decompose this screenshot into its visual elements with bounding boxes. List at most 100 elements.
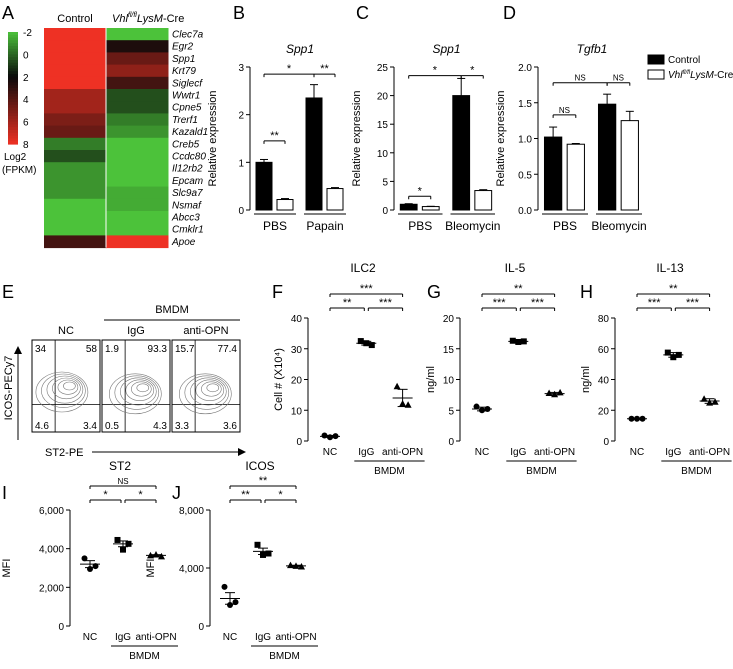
data-point <box>125 540 132 547</box>
y-tick-label: 40 <box>291 314 303 325</box>
y-tick-label: 8,000 <box>179 506 204 517</box>
colorbar-segment <box>8 40 18 44</box>
bar <box>597 103 617 211</box>
data-point <box>711 398 719 405</box>
sig-pbs-papain-label: * <box>287 63 292 75</box>
y-tick-label: 0.0 <box>518 206 532 217</box>
contour-ring <box>184 375 230 410</box>
colorbar-segment <box>8 65 18 69</box>
y-tick-label: 20 <box>443 314 455 325</box>
chart-title: IL-5 <box>505 261 526 275</box>
y-axis-label: Cell # (X10⁴) <box>273 348 285 411</box>
y-tick-label: 0 <box>448 437 454 448</box>
heatmap-row-label: Krt79 <box>172 66 196 77</box>
y-tick-label: 15 <box>443 345 455 356</box>
x-axis-arrowhead <box>238 448 246 456</box>
colorbar-segment <box>8 34 18 39</box>
y-tick-label: 10 <box>443 376 455 387</box>
bar <box>543 136 563 211</box>
heatmap-cell <box>44 40 107 53</box>
sig-pbs-bleomycin-label: NS <box>575 74 586 83</box>
y-tick-label: 20 <box>598 406 610 417</box>
colorbar-segment <box>8 118 18 123</box>
contour-ring <box>120 377 157 406</box>
x-tick-label: anti-OPN <box>135 632 176 643</box>
sig-nc-antiopn-label: *** <box>360 283 374 295</box>
x-tick-label: anti-OPN <box>534 447 575 458</box>
quadrant-value-upper-left: 1.9 <box>105 344 119 355</box>
heatmap-column-label-vhl: Vhlfl/flLysM-Cre <box>112 12 184 25</box>
heatmap-cell <box>106 211 169 224</box>
heatmap-cell <box>44 89 107 102</box>
panel-label-a: A <box>2 3 14 23</box>
data-point <box>158 552 165 560</box>
sig-pbs-label: NS <box>559 106 570 115</box>
sig-pbs-label: * <box>418 185 423 197</box>
quadrant-value-upper-left: 34 <box>35 344 47 355</box>
colorbar-segment <box>8 32 18 36</box>
colorbar-segment <box>8 57 18 61</box>
data-point <box>114 536 121 543</box>
data-point <box>260 551 266 558</box>
x-tick-label: IgG <box>255 632 271 643</box>
heatmap-cell <box>44 174 107 188</box>
chart-title: ST2 <box>109 459 131 473</box>
data-point <box>509 337 516 344</box>
sig-papain-label: ** <box>320 63 329 75</box>
heatmap-row-label: Siglecf <box>172 78 203 89</box>
legend-swatch-vhl <box>647 69 665 80</box>
heatmap-row-label: Wwtr1 <box>172 91 200 102</box>
bar <box>421 206 440 211</box>
data-point <box>479 407 485 414</box>
bmdm-label: BMDM <box>681 466 712 477</box>
chart-title: ILC2 <box>350 261 376 275</box>
bmdm-label: BMDM <box>374 466 405 477</box>
panel-label-c: C <box>356 3 369 23</box>
heatmap-cell <box>106 174 169 188</box>
heatmap-row-label: Spp1 <box>172 54 195 65</box>
heatmap-cell <box>44 52 107 66</box>
y-tick-label: 1.5 <box>518 99 532 110</box>
bmdm-label: BMDM <box>526 466 557 477</box>
colorbar-segment <box>8 68 18 72</box>
y-tick-label: 2,000 <box>39 583 64 594</box>
sig-nc-igg-label: ** <box>241 489 250 501</box>
contour-ring <box>206 383 220 393</box>
heatmap-cell <box>106 186 169 200</box>
quadrant-value-upper-right: 77.4 <box>218 344 238 355</box>
quadrant-value-upper-right: 93.3 <box>148 344 168 355</box>
sig-igg-antiopn-label: *** <box>531 297 545 309</box>
colorbar-tick-label: 2 <box>23 73 29 84</box>
heatmap-cell <box>106 101 169 114</box>
panel-label-e: E <box>2 282 14 302</box>
sig-nc-antiopn-label: ** <box>669 283 678 295</box>
sig-nc-antiopn-label: NS <box>117 477 128 486</box>
x-tick-label: IgG <box>665 447 681 458</box>
heatmap-cell <box>106 52 169 66</box>
chart-title: Spp1 <box>286 42 314 56</box>
data-point <box>363 340 370 347</box>
heatmap-cell <box>44 28 107 41</box>
colorbar-segment <box>8 43 18 47</box>
heatmap-row-label: Ccdc80 <box>172 152 206 163</box>
colorbar-tick-label: 6 <box>23 118 29 129</box>
heatmap-row-label: Cpne5 <box>172 103 202 114</box>
x-tick-label: NC <box>83 632 97 643</box>
sig-igg-antiopn-label: *** <box>686 297 700 309</box>
sig-nc-igg-label: *** <box>493 297 507 309</box>
colorbar-segment <box>8 82 18 86</box>
panel-a-heatmap: Control Vhlfl/flLysM-Cre Clec7aEgr2Spp1Krt… <box>2 12 208 249</box>
data-point <box>152 550 160 558</box>
data-point <box>520 338 527 345</box>
data-point <box>254 541 261 548</box>
bar <box>326 188 344 211</box>
y-tick-label: 40 <box>598 376 610 387</box>
data-point <box>551 390 559 398</box>
x-tick-label: NC <box>475 447 489 458</box>
y-tick-label: 4,000 <box>39 545 64 556</box>
data-point <box>670 354 677 361</box>
sig-nc-antiopn-label: ** <box>259 475 268 487</box>
quadrant-value-lower-right: 4.3 <box>153 421 167 432</box>
chart-title: ICOS <box>245 459 274 473</box>
